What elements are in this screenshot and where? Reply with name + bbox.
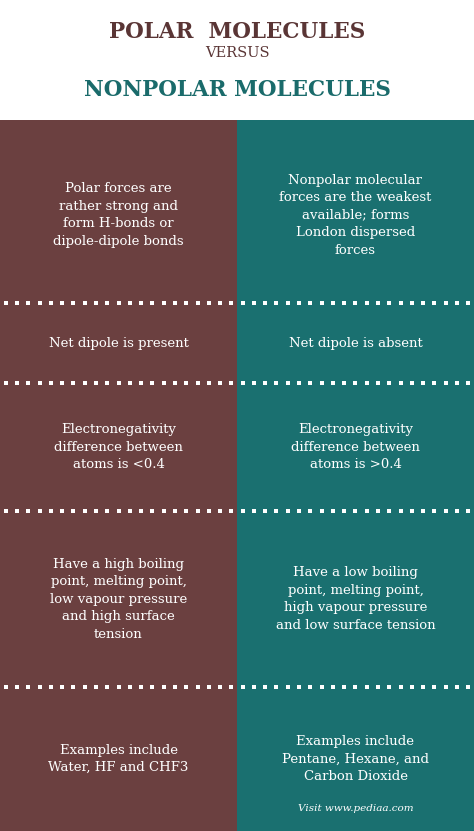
Text: POLAR  MOLECULES: POLAR MOLECULES	[109, 21, 365, 42]
Bar	[0, 303, 237, 383]
Bar	[0, 511, 237, 687]
Bar	[0, 687, 237, 831]
Text: Polar forces are
rather strong and
form H-bonds or
dipole-dipole bonds: Polar forces are rather strong and form …	[53, 182, 184, 248]
Text: Net dipole is absent: Net dipole is absent	[289, 337, 422, 350]
Bar	[237, 120, 474, 127]
Text: VERSUS: VERSUS	[205, 46, 269, 60]
Text: Have a low boiling
point, melting point,
high vapour pressure
and low surface te: Have a low boiling point, melting point,…	[276, 566, 435, 632]
Bar	[237, 687, 474, 831]
Bar	[237, 383, 474, 511]
Bar	[237, 303, 474, 383]
Text: Have a high boiling
point, melting point,
low vapour pressure
and high surface
t: Have a high boiling point, melting point…	[50, 558, 187, 641]
Text: Visit www.pediaa.com: Visit www.pediaa.com	[298, 804, 413, 813]
Bar	[0, 127, 237, 303]
Text: Net dipole is present: Net dipole is present	[48, 337, 189, 350]
Bar	[0, 120, 237, 127]
Text: Examples include
Water, HF and CHF3: Examples include Water, HF and CHF3	[48, 744, 189, 774]
Text: Electronegativity
difference between
atoms is >0.4: Electronegativity difference between ato…	[291, 423, 420, 471]
Bar	[237, 511, 474, 687]
Bar	[237, 127, 474, 303]
Text: NONPOLAR MOLECULES: NONPOLAR MOLECULES	[83, 79, 391, 101]
Bar	[0, 383, 237, 511]
Text: Electronegativity
difference between
atoms is <0.4: Electronegativity difference between ato…	[54, 423, 183, 471]
Text: Nonpolar molecular
forces are the weakest
available; forms
London dispersed
forc: Nonpolar molecular forces are the weakes…	[279, 174, 432, 257]
Text: Examples include
Pentane, Hexane, and
Carbon Dioxide: Examples include Pentane, Hexane, and Ca…	[282, 735, 429, 783]
